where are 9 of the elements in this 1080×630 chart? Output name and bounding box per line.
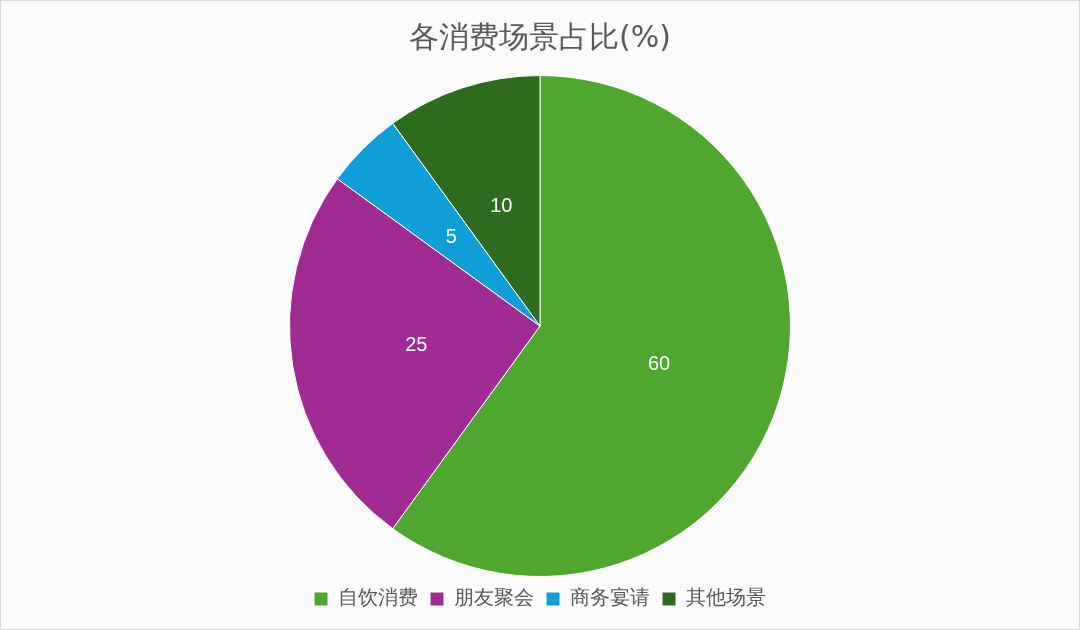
legend-label: 自饮消费: [338, 585, 418, 610]
chart-title: 各消费场景占比(%): [409, 18, 671, 54]
legend-label: 其他场景: [686, 585, 766, 610]
data-label: 5: [445, 224, 457, 247]
legend-label: 商务宴请: [570, 585, 650, 610]
data-label: 60: [647, 352, 671, 375]
legend-label: 朋友聚会: [454, 585, 534, 610]
data-label: 25: [405, 333, 428, 356]
data-label: 10: [490, 194, 513, 217]
